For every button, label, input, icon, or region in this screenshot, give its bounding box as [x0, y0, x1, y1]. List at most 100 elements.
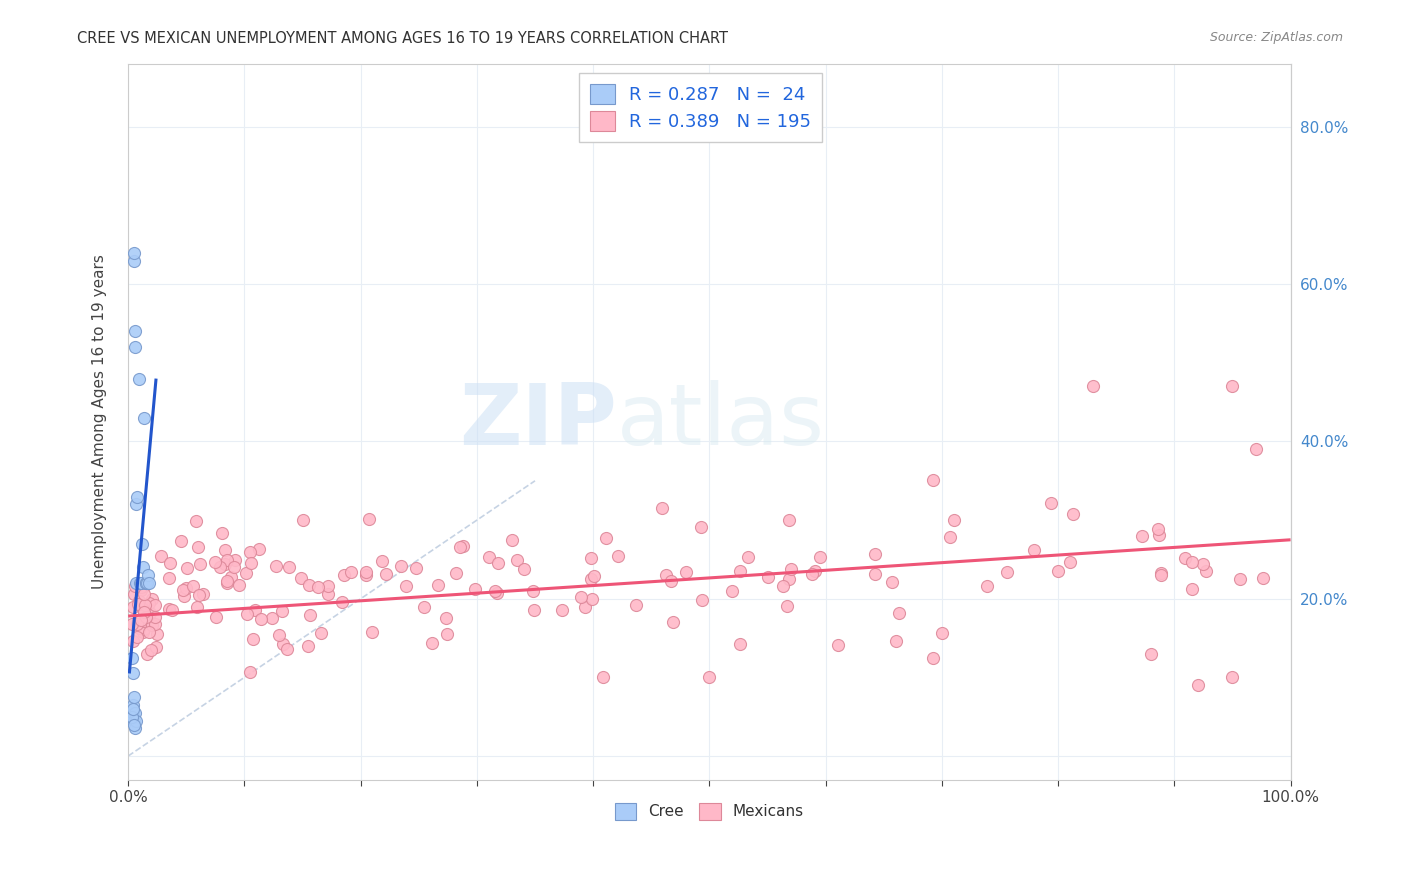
Point: [125, 576, 148, 591]
Point: [887, 606, 910, 620]
Point: [264, 559, 287, 574]
Point: [728, 564, 751, 578]
Point: [141, 617, 163, 632]
Point: [865, 567, 887, 582]
Point: [290, 571, 312, 585]
Point: [501, 533, 523, 547]
Point: [1024, 542, 1046, 557]
Point: [134, 599, 156, 613]
Point: [1147, 528, 1170, 542]
Point: [208, 560, 231, 574]
Point: [1147, 522, 1170, 536]
Point: [412, 600, 434, 615]
Point: [131, 537, 153, 551]
Point: [121, 709, 143, 723]
Text: ZIP: ZIP: [458, 380, 616, 463]
Point: [122, 717, 145, 731]
Point: [434, 610, 457, 624]
Point: [211, 525, 233, 540]
Point: [690, 592, 713, 607]
Point: [187, 541, 209, 555]
Point: [214, 543, 236, 558]
Point: [551, 603, 574, 617]
Point: [485, 586, 508, 600]
Point: [1150, 566, 1173, 581]
Point: [235, 566, 257, 580]
Point: [513, 562, 536, 576]
Point: [361, 624, 384, 639]
Point: [131, 582, 153, 597]
Point: [121, 617, 143, 632]
Legend: Cree, Mexicans: Cree, Mexicans: [609, 797, 810, 826]
Point: [1181, 555, 1204, 569]
Point: [172, 582, 194, 597]
Point: [129, 613, 152, 627]
Point: [662, 615, 685, 629]
Point: [204, 555, 226, 569]
Point: [884, 634, 907, 648]
Point: [134, 615, 156, 629]
Point: [1251, 571, 1274, 585]
Point: [143, 616, 166, 631]
Point: [395, 579, 418, 593]
Point: [174, 581, 197, 595]
Point: [756, 570, 779, 584]
Point: [138, 624, 160, 639]
Point: [145, 640, 167, 655]
Point: [134, 622, 156, 636]
Point: [219, 570, 242, 584]
Y-axis label: Unemployment Among Ages 16 to 19 years: Unemployment Among Ages 16 to 19 years: [93, 254, 107, 590]
Point: [332, 568, 354, 582]
Point: [291, 513, 314, 527]
Point: [1081, 379, 1104, 393]
Point: [737, 549, 759, 564]
Point: [224, 553, 246, 567]
Point: [357, 512, 380, 526]
Point: [995, 565, 1018, 579]
Point: [1181, 582, 1204, 596]
Point: [138, 576, 160, 591]
Point: [772, 579, 794, 593]
Point: [124, 722, 146, 736]
Point: [132, 587, 155, 601]
Point: [243, 603, 266, 617]
Point: [1229, 572, 1251, 586]
Point: [375, 566, 398, 581]
Point: [262, 611, 284, 625]
Point: [316, 579, 339, 593]
Point: [127, 597, 149, 611]
Point: [121, 666, 143, 681]
Point: [976, 579, 998, 593]
Point: [1046, 564, 1069, 578]
Point: [269, 628, 291, 642]
Point: [222, 559, 245, 574]
Point: [1059, 556, 1081, 570]
Point: [188, 557, 211, 571]
Point: [444, 566, 467, 580]
Point: [122, 690, 145, 704]
Point: [122, 245, 145, 260]
Point: [451, 540, 474, 554]
Point: [607, 549, 630, 563]
Point: [659, 574, 682, 589]
Point: [574, 599, 596, 614]
Point: [135, 576, 157, 591]
Point: [240, 556, 263, 570]
Point: [728, 637, 751, 651]
Point: [569, 590, 592, 604]
Point: [129, 580, 152, 594]
Point: [939, 530, 962, 544]
Point: [776, 599, 799, 614]
Point: [307, 580, 329, 594]
Point: [250, 612, 273, 626]
Point: [205, 609, 228, 624]
Point: [132, 605, 155, 619]
Point: [1222, 379, 1244, 393]
Point: [801, 566, 824, 581]
Point: [583, 568, 606, 582]
Point: [1150, 568, 1173, 582]
Point: [129, 576, 152, 591]
Point: [405, 561, 427, 575]
Point: [128, 621, 150, 635]
Point: [581, 592, 603, 607]
